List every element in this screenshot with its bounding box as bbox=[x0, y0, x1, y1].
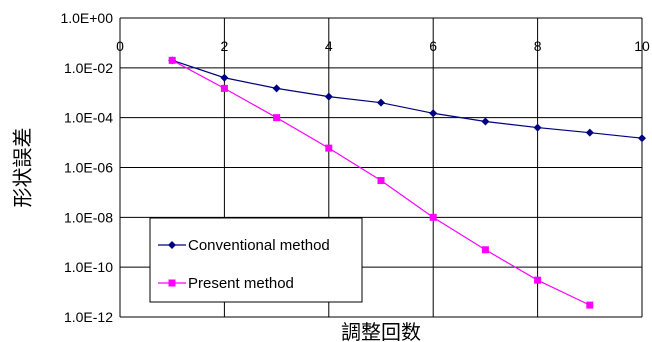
y-tick-labels: 1.0E+00 1.0E-02 1.0E-04 1.0E-06 1.0E-08 1.0E-… bbox=[60, 10, 113, 325]
legend-box bbox=[149, 217, 363, 303]
data-point bbox=[273, 114, 281, 122]
data-point bbox=[324, 92, 333, 101]
legend-label: Present method bbox=[188, 275, 294, 292]
x-tick-label: 8 bbox=[534, 38, 542, 54]
data-point bbox=[272, 84, 281, 93]
series-line bbox=[172, 59, 643, 139]
legend-marker bbox=[168, 241, 176, 249]
x-tick-label: 4 bbox=[325, 38, 333, 54]
legend: Conventional method Present method bbox=[149, 217, 363, 303]
x-tick-labels: 0 2 4 6 8 10 bbox=[116, 38, 650, 54]
y-tick-label: 1.0E-06 bbox=[64, 160, 113, 176]
x-axis-title: 調整回数 bbox=[341, 320, 421, 342]
data-point bbox=[325, 144, 333, 152]
data-point bbox=[429, 109, 438, 118]
x-tick-label: 0 bbox=[116, 38, 124, 54]
y-tick-label: 1.0E-10 bbox=[64, 259, 113, 275]
y-axis-title: 形状誤差 bbox=[11, 128, 35, 208]
y-tick-label: 1.0E-04 bbox=[64, 110, 113, 126]
y-tick-label: 1.0E-08 bbox=[64, 209, 113, 225]
legend-label: Conventional method bbox=[188, 237, 330, 254]
data-point bbox=[220, 73, 229, 82]
data-point bbox=[377, 177, 385, 185]
data-point bbox=[533, 123, 542, 132]
data-point bbox=[585, 128, 594, 137]
data-point bbox=[377, 98, 385, 107]
data-point bbox=[168, 56, 176, 64]
data-point bbox=[220, 84, 228, 92]
x-tick-label: 6 bbox=[429, 38, 437, 54]
data-point bbox=[481, 117, 490, 126]
legend-marker bbox=[168, 279, 176, 287]
x-tick-label: 10 bbox=[634, 38, 650, 54]
y-tick-label: 1.0E+00 bbox=[60, 10, 113, 26]
series-group bbox=[168, 56, 646, 309]
data-point bbox=[638, 134, 646, 143]
x-tick-label: 2 bbox=[221, 38, 229, 54]
y-tick-label: 1.0E-12 bbox=[64, 309, 113, 325]
data-point bbox=[481, 246, 489, 254]
data-point bbox=[534, 276, 542, 284]
y-tick-label: 1.0E-02 bbox=[64, 60, 113, 76]
data-point bbox=[429, 213, 437, 221]
data-point bbox=[586, 301, 594, 309]
